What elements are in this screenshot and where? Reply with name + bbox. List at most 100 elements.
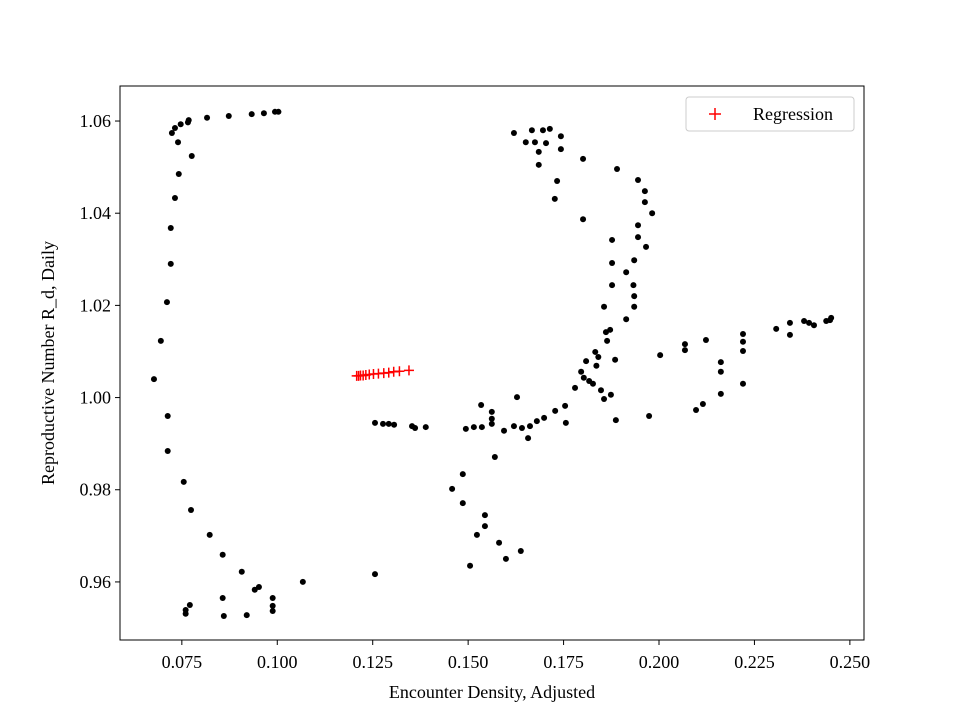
data-point bbox=[220, 613, 227, 620]
data-point bbox=[481, 512, 488, 519]
data-point bbox=[180, 478, 187, 485]
data-point bbox=[739, 330, 746, 337]
data-point bbox=[168, 130, 175, 137]
x-axis-label: Encounter Density, Adjusted bbox=[389, 682, 595, 702]
data-point bbox=[595, 354, 602, 361]
data-point bbox=[422, 424, 429, 431]
regression-marker bbox=[394, 366, 405, 377]
data-point bbox=[541, 414, 548, 421]
x-tick-label: 0.175 bbox=[543, 652, 584, 672]
data-point bbox=[623, 316, 630, 323]
data-point bbox=[510, 130, 517, 137]
regression-marker bbox=[403, 365, 414, 376]
data-point bbox=[646, 413, 653, 420]
data-point bbox=[204, 114, 211, 121]
data-point bbox=[533, 418, 540, 425]
data-point bbox=[597, 387, 604, 394]
x-tick-label: 0.200 bbox=[639, 652, 680, 672]
data-point bbox=[175, 171, 182, 178]
data-point bbox=[554, 177, 561, 184]
data-point bbox=[467, 562, 474, 569]
data-point bbox=[188, 507, 195, 514]
data-point bbox=[699, 401, 706, 408]
regression-marker bbox=[383, 367, 394, 378]
data-point bbox=[488, 408, 495, 415]
data-point bbox=[580, 216, 587, 223]
data-point bbox=[535, 148, 542, 155]
data-point bbox=[604, 337, 611, 344]
data-point bbox=[593, 362, 600, 369]
x-tick-label: 0.150 bbox=[448, 652, 489, 672]
data-point bbox=[182, 610, 189, 617]
x-tick-label: 0.100 bbox=[257, 652, 298, 672]
data-point bbox=[271, 108, 278, 115]
data-point bbox=[526, 423, 533, 430]
data-point bbox=[269, 595, 276, 602]
data-point bbox=[631, 303, 638, 310]
data-point bbox=[491, 454, 498, 461]
axes-frame bbox=[119, 85, 865, 641]
data-point bbox=[592, 348, 599, 355]
data-point bbox=[681, 347, 688, 354]
data-point bbox=[219, 595, 226, 602]
data-point bbox=[657, 352, 664, 359]
data-point bbox=[539, 127, 546, 134]
data-point bbox=[717, 368, 724, 375]
data-point bbox=[496, 539, 503, 546]
data-point bbox=[631, 293, 638, 300]
data-point bbox=[462, 425, 469, 432]
plot-area bbox=[120, 86, 864, 640]
data-point bbox=[459, 471, 466, 478]
data-point bbox=[188, 153, 195, 160]
data-point bbox=[828, 314, 835, 321]
data-point bbox=[517, 548, 524, 555]
data-point bbox=[739, 348, 746, 355]
data-point bbox=[528, 127, 535, 134]
data-point bbox=[510, 423, 517, 430]
data-point bbox=[612, 417, 619, 424]
data-point bbox=[412, 424, 419, 431]
data-point bbox=[473, 531, 480, 538]
data-point bbox=[643, 243, 650, 250]
data-point bbox=[470, 424, 477, 431]
data-point bbox=[649, 210, 656, 217]
data-point bbox=[219, 551, 226, 558]
data-point bbox=[535, 161, 542, 168]
y-tick-label: 0.96 bbox=[80, 572, 112, 592]
data-point bbox=[243, 612, 250, 619]
data-point bbox=[635, 234, 642, 241]
data-point bbox=[572, 384, 579, 391]
legend-marker bbox=[709, 108, 721, 120]
data-point bbox=[580, 374, 587, 381]
data-point bbox=[786, 331, 793, 338]
data-point bbox=[589, 380, 596, 387]
data-point bbox=[641, 199, 648, 206]
data-point bbox=[578, 368, 585, 375]
data-point bbox=[580, 155, 587, 162]
data-point bbox=[614, 165, 621, 172]
data-point bbox=[635, 177, 642, 184]
data-point bbox=[184, 119, 191, 126]
data-point bbox=[557, 133, 564, 140]
data-point bbox=[371, 419, 378, 426]
data-point bbox=[225, 112, 232, 119]
data-point bbox=[481, 523, 488, 530]
data-point bbox=[164, 413, 171, 420]
legend-box bbox=[685, 96, 855, 132]
legend-label: Regression bbox=[753, 104, 833, 124]
x-tick-label: 0.125 bbox=[352, 652, 393, 672]
data-point bbox=[514, 394, 521, 401]
data-point bbox=[557, 146, 564, 153]
data-point bbox=[806, 319, 813, 326]
data-point bbox=[801, 318, 808, 325]
data-point bbox=[601, 303, 608, 310]
data-point bbox=[269, 607, 276, 614]
data-point bbox=[260, 110, 267, 117]
data-point bbox=[269, 602, 276, 609]
data-point bbox=[693, 407, 700, 414]
data-point bbox=[459, 500, 466, 507]
x-tick-label: 0.250 bbox=[830, 652, 871, 672]
x-tick-label: 0.075 bbox=[162, 652, 203, 672]
data-point bbox=[543, 140, 550, 147]
